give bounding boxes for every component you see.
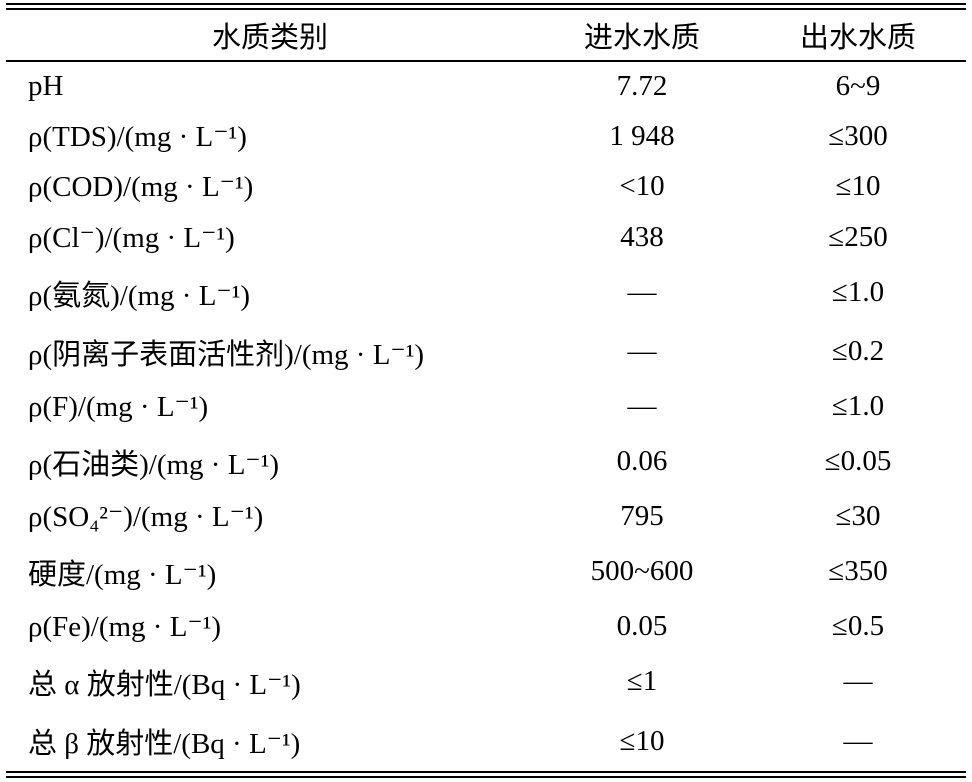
outlet-cell: 6~9 (835, 69, 881, 102)
table-row: ρ(SO₄²⁻)/(mg · L⁻¹) 795 ≤30 (6, 491, 966, 542)
outlet-cell: — (843, 665, 873, 698)
param-cell: 硬度/(mg · L⁻¹) (28, 558, 217, 591)
table-row: 总 β 放射性/(Bq · L⁻¹) ≤10 — (6, 711, 966, 774)
table-row: ρ(阴离子表面活性剂)/(mg · L⁻¹) — ≤0.2 (6, 322, 966, 381)
table-row: ρ(Fe)/(mg · L⁻¹) 0.05 ≤0.5 (6, 601, 966, 652)
outlet-cell: ≤0.05 (824, 445, 892, 478)
inlet-cell: 7.72 (616, 69, 668, 102)
inlet-cell: 1 948 (609, 119, 675, 152)
water-quality-table: 水质类别 进水水质 出水水质 pH 7.72 6~9 ρ(TDS)/(mg · … (6, 3, 966, 778)
inlet-cell: 0.05 (616, 610, 668, 643)
outlet-cell: — (843, 724, 873, 757)
outlet-cell: ≤0.5 (831, 610, 885, 643)
inlet-cell: 795 (620, 500, 664, 533)
param-cell: ρ(COD)/(mg · L⁻¹) (28, 171, 254, 204)
param-cell: ρ(TDS)/(mg · L⁻¹) (28, 120, 247, 153)
outlet-cell: ≤300 (828, 119, 888, 152)
inlet-cell: — (627, 335, 657, 368)
table-row: ρ(石油类)/(mg · L⁻¹) 0.06 ≤0.05 (6, 432, 966, 491)
param-cell: ρ(Cl⁻)/(mg · L⁻¹) (28, 222, 235, 255)
inlet-cell: — (627, 390, 657, 423)
inlet-cell: 500~600 (590, 555, 694, 588)
table-body: pH 7.72 6~9 ρ(TDS)/(mg · L⁻¹) 1 948 ≤300… (6, 61, 966, 775)
outlet-cell: ≤1.0 (831, 390, 885, 423)
inlet-cell: 438 (620, 221, 664, 254)
outlet-cell: ≤250 (828, 221, 888, 254)
param-cell: ρ(阴离子表面活性剂)/(mg · L⁻¹) (28, 338, 425, 371)
header-row: 水质类别 进水水质 出水水质 (6, 6, 966, 62)
outlet-cell: ≤350 (828, 555, 888, 588)
outlet-cell: ≤10 (835, 170, 881, 203)
param-cell: ρ(SO₄²⁻)/(mg · L⁻¹) (28, 501, 264, 534)
param-cell: ρ(氨氮)/(mg · L⁻¹) (28, 279, 251, 312)
param-cell: 总 α 放射性/(Bq · L⁻¹) (28, 668, 301, 701)
table-row: ρ(F)/(mg · L⁻¹) — ≤1.0 (6, 381, 966, 432)
table-row: ρ(氨氮)/(mg · L⁻¹) — ≤1.0 (6, 263, 966, 322)
inlet-cell: 0.06 (616, 445, 668, 478)
param-cell: ρ(F)/(mg · L⁻¹) (28, 391, 209, 424)
table-row: ρ(Cl⁻)/(mg · L⁻¹) 438 ≤250 (6, 212, 966, 263)
table-row: ρ(TDS)/(mg · L⁻¹) 1 948 ≤300 (6, 111, 966, 162)
param-cell: 总 β 放射性/(Bq · L⁻¹) (28, 728, 301, 761)
inlet-cell: ≤1 (626, 665, 658, 698)
header-outlet: 出水水质 (750, 6, 966, 62)
param-cell: ρ(Fe)/(mg · L⁻¹) (28, 611, 222, 644)
table-row: ρ(COD)/(mg · L⁻¹) <10 ≤10 (6, 161, 966, 212)
param-cell: ρ(石油类)/(mg · L⁻¹) (28, 448, 280, 481)
inlet-cell: ≤10 (619, 724, 665, 757)
outlet-cell: ≤30 (835, 500, 881, 533)
header-inlet: 进水水质 (534, 6, 750, 62)
inlet-cell: — (627, 276, 657, 309)
table-row: 硬度/(mg · L⁻¹) 500~600 ≤350 (6, 542, 966, 601)
param-cell: pH (28, 69, 64, 102)
table-row: pH 7.72 6~9 (6, 61, 966, 111)
table-header: 水质类别 进水水质 出水水质 (6, 6, 966, 62)
table-row: 总 α 放射性/(Bq · L⁻¹) ≤1 — (6, 652, 966, 711)
inlet-cell: <10 (619, 170, 665, 203)
outlet-cell: ≤0.2 (831, 335, 885, 368)
outlet-cell: ≤1.0 (831, 276, 885, 309)
header-category: 水质类别 (6, 6, 534, 62)
